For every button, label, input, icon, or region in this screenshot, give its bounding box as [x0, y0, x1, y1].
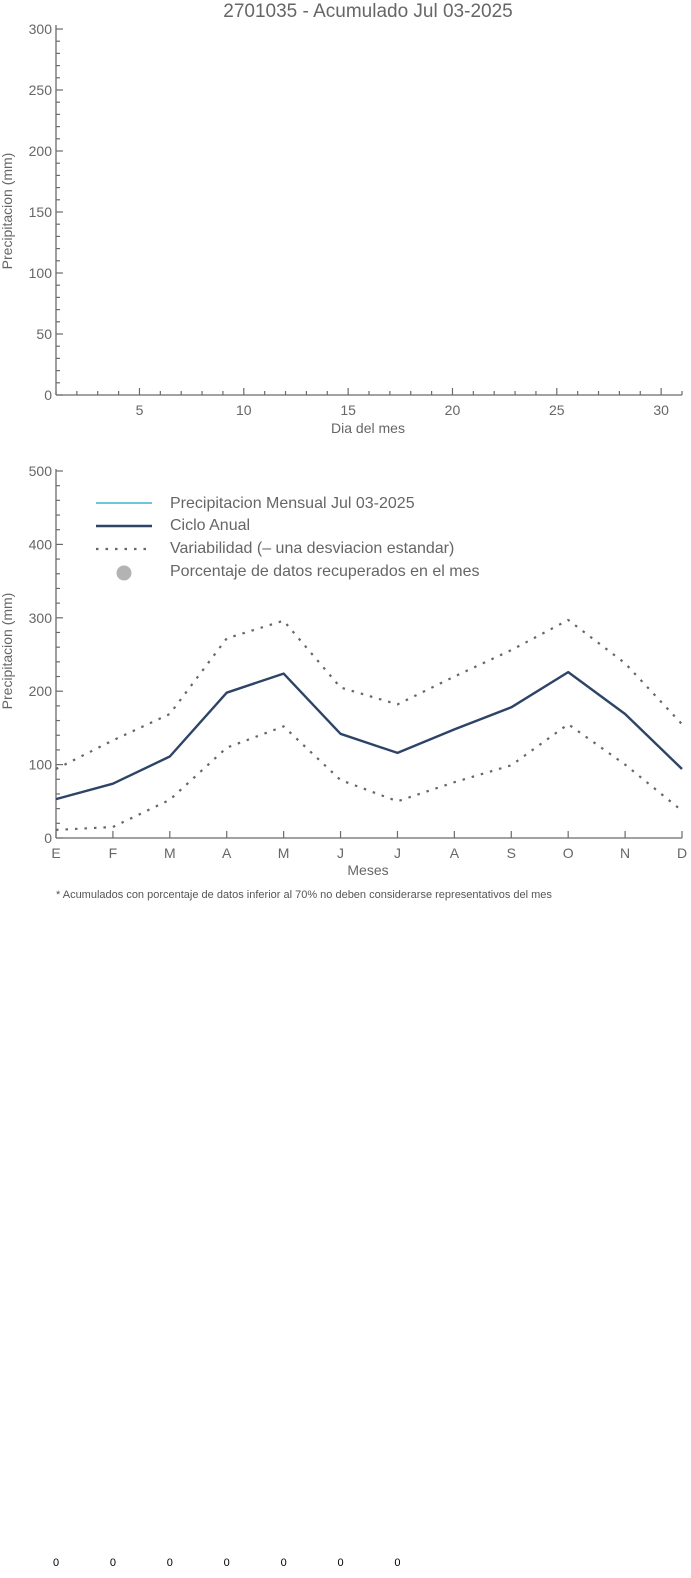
x-tick-label: A [222, 845, 232, 861]
x-tick-label: 25 [549, 402, 565, 418]
x-axis-title: Meses [347, 862, 388, 878]
annual-cycle-chart: Precipitacion (mm) Meses 0 100 200 300 400 50… [0, 463, 687, 901]
bottom-value: 0 [224, 1557, 230, 1569]
series-line-variability-upper [55, 618, 683, 770]
bottom-value: 0 [281, 1557, 287, 1569]
y-tick-label: 250 [29, 82, 53, 98]
x-tick-label: J [394, 845, 401, 861]
legend-label-annual-cycle: Ciclo Anual [170, 517, 250, 534]
legend-label-variability: Variabilidad (– una desviacion estandar) [170, 540, 454, 557]
y-axis-title: Precipitacion (mm) [0, 153, 15, 270]
bottom-value-row: 0 0 0 0 0 0 0 [53, 1557, 401, 1569]
chart-title: 2701035 - Acumulado Jul 03-2025 [223, 1, 512, 22]
x-tick-label: F [109, 845, 118, 861]
y-tick-label: 200 [29, 143, 53, 159]
y-tick-label: 400 [29, 536, 53, 552]
x-axis-title: Dia del mes [331, 420, 405, 436]
x-tick-label: M [164, 845, 176, 861]
legend: Precipitacion Mensual Jul 03-2025 Ciclo … [96, 495, 480, 581]
x-tick-label: O [563, 845, 574, 861]
legend-label-percentage: Porcentaje de datos recuperados en el me… [170, 563, 480, 580]
x-tick-label: D [677, 845, 687, 861]
bottom-value: 0 [337, 1557, 343, 1569]
x-tick-label: A [450, 845, 460, 861]
y-tick-label: 200 [29, 683, 53, 699]
y-tick-label: 100 [29, 265, 53, 281]
x-tick-label: S [507, 845, 516, 861]
series-line-variability-lower [55, 723, 683, 831]
x-tick-label: 30 [653, 402, 669, 418]
y-tick-label: 300 [29, 21, 53, 37]
bottom-value: 0 [110, 1557, 116, 1569]
y-axis-title: Precipitacion (mm) [0, 593, 15, 710]
x-tick-label: 5 [136, 402, 144, 418]
daily-accumulation-chart: 2701035 - Acumulado Jul 03-2025 Precipit… [0, 1, 683, 436]
y-tick-label: 500 [29, 463, 53, 479]
legend-marker-percentage [116, 565, 132, 581]
y-tick-label: 150 [29, 204, 53, 220]
x-tick-label: 10 [236, 402, 252, 418]
x-tick-label: E [51, 845, 60, 861]
bottom-value: 0 [53, 1557, 59, 1569]
y-tick-label: 50 [36, 326, 52, 342]
bottom-value: 0 [167, 1557, 173, 1569]
x-tick-label: M [278, 845, 290, 861]
x-tick-label: 20 [445, 402, 461, 418]
series-line-annual-cycle [55, 670, 683, 801]
legend-label-monthly: Precipitacion Mensual Jul 03-2025 [170, 495, 415, 512]
y-tick-label: 100 [29, 757, 53, 773]
y-tick-label: 0 [44, 830, 52, 846]
y-tick-label: 300 [29, 610, 53, 626]
x-tick-label: 15 [340, 402, 356, 418]
y-tick-label: 0 [44, 387, 52, 403]
x-tick-label: N [620, 845, 630, 861]
x-tick-label: J [337, 845, 344, 861]
bottom-value: 0 [394, 1557, 400, 1569]
footnote: * Acumulados con porcentaje de datos inf… [56, 889, 552, 901]
